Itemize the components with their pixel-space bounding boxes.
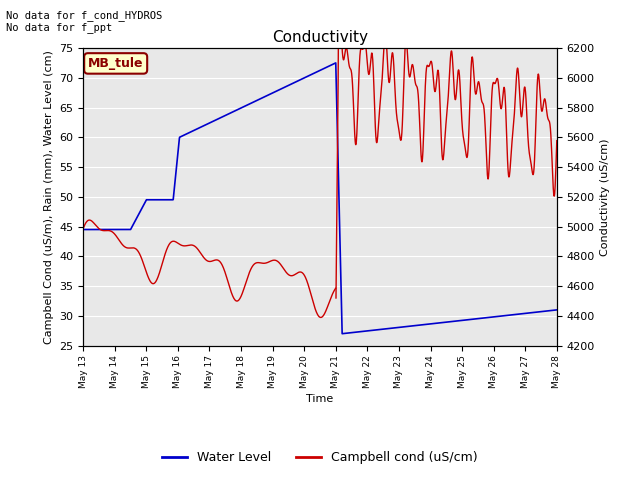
Y-axis label: Conductivity (uS/cm): Conductivity (uS/cm) bbox=[600, 138, 611, 255]
X-axis label: Time: Time bbox=[307, 394, 333, 404]
Y-axis label: Campbell Cond (uS/m), Rain (mm), Water Level (cm): Campbell Cond (uS/m), Rain (mm), Water L… bbox=[44, 50, 54, 344]
Text: No data for f_cond_HYDROS
No data for f_ppt: No data for f_cond_HYDROS No data for f_… bbox=[6, 10, 163, 33]
Legend: Water Level, Campbell cond (uS/cm): Water Level, Campbell cond (uS/cm) bbox=[157, 446, 483, 469]
Title: Conductivity: Conductivity bbox=[272, 30, 368, 46]
Text: MB_tule: MB_tule bbox=[88, 57, 143, 70]
